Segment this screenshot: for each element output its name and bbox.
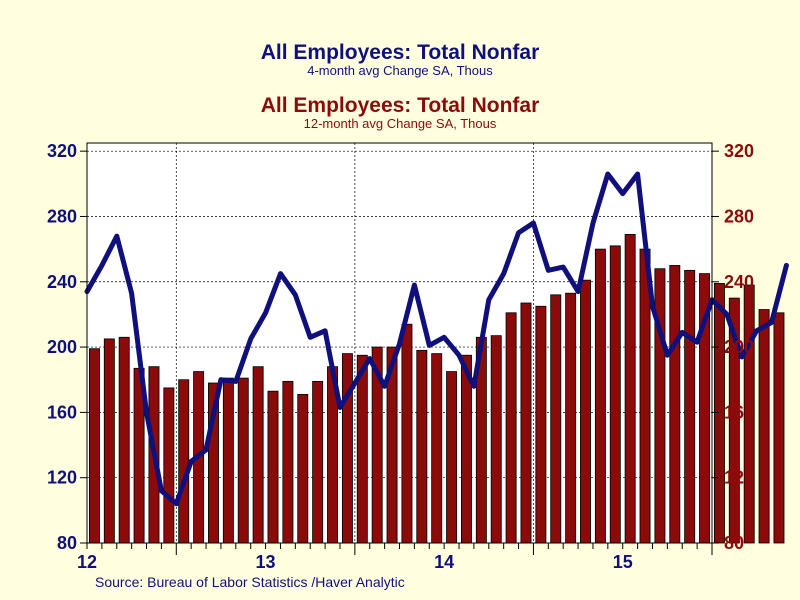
left-series-title-block: All Employees: Total Nonfar 4-month avg …	[0, 41, 800, 78]
bar	[312, 380, 324, 544]
x-tick-label: 14	[434, 552, 454, 572]
bar	[594, 248, 606, 544]
bar	[654, 268, 666, 544]
bar	[237, 377, 249, 544]
y-right-tick-label: 240	[724, 272, 754, 292]
bar	[520, 302, 532, 544]
y-right-tick-label: 280	[724, 206, 754, 226]
bar	[609, 245, 621, 544]
bar	[416, 349, 428, 544]
line-series-title: All Employees: Total Nonfar	[260, 41, 540, 64]
bar	[773, 312, 785, 544]
y-right-tick-label: 160	[724, 402, 754, 422]
y-left-tick-label: 80	[57, 533, 77, 553]
bar	[728, 297, 740, 544]
line-series	[84, 171, 789, 507]
y-right-tick-label: 200	[724, 337, 754, 357]
bar	[550, 294, 562, 544]
bar	[713, 283, 725, 544]
y-left-tick-label: 160	[47, 402, 77, 422]
x-axis: 12 13 14 15	[77, 543, 713, 572]
x-tick-label: 13	[256, 552, 276, 572]
y-left-tick-label: 280	[47, 206, 77, 226]
bar	[401, 323, 413, 544]
x-tick-label: 12	[77, 552, 97, 572]
bar	[163, 387, 175, 544]
bar	[743, 284, 755, 544]
bar	[446, 371, 458, 544]
bar	[624, 234, 636, 544]
y-right-tick-label: 80	[724, 533, 744, 553]
bar-series-subtitle: 12-month avg Change SA, Thous	[303, 116, 497, 131]
bar	[669, 265, 681, 544]
bar	[222, 377, 234, 544]
y-right-tick-label: 320	[724, 141, 754, 161]
y-left-tick-label: 240	[47, 272, 77, 292]
bar	[88, 348, 100, 544]
bar	[103, 338, 115, 544]
x-tick-label: 15	[613, 552, 633, 572]
bar	[758, 309, 770, 544]
bar	[297, 394, 309, 544]
y-axis-left: 80 120 160 200 240 280 320	[47, 141, 87, 553]
bar	[252, 366, 264, 544]
y-left-tick-label: 120	[47, 468, 77, 488]
bar	[282, 380, 294, 544]
bar	[341, 353, 353, 544]
source-note: Source: Bureau of Labor Statistics /Have…	[95, 574, 405, 590]
bar	[580, 279, 591, 544]
bar	[684, 269, 696, 544]
series-line	[84, 171, 789, 507]
y-left-tick-label: 200	[47, 337, 77, 357]
bar	[490, 335, 502, 544]
right-series-title-block: All Employees: Total Nonfar 12-month avg…	[0, 94, 800, 131]
bar	[178, 379, 190, 544]
line-series-subtitle: 4-month avg Change SA, Thous	[307, 63, 493, 78]
bar-series-title: All Employees: Total Nonfar	[260, 94, 540, 117]
y-axis-right: 80 120 160 200 240 280 320	[712, 141, 754, 553]
bar	[535, 305, 547, 544]
bar	[356, 354, 368, 544]
bar	[118, 336, 130, 544]
bar	[505, 312, 517, 544]
y-left-tick-label: 320	[47, 141, 77, 161]
bar	[267, 390, 279, 544]
y-right-tick-label: 120	[724, 468, 754, 488]
bar	[565, 292, 577, 544]
bar	[431, 353, 443, 544]
